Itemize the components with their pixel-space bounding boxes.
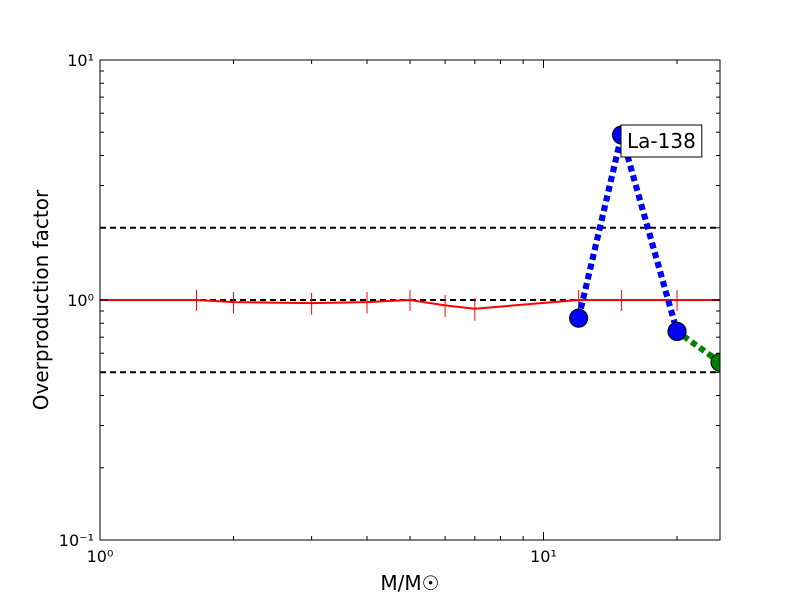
y-axis-label: Overproduction factor [29,189,53,410]
y-tick-label: 10⁻¹ [59,531,94,550]
y-tick-label: 10⁰ [67,291,94,310]
series-line [100,298,720,310]
series-line [575,122,680,333]
x-tick-label: 10¹ [530,547,557,566]
annotation-box [620,124,703,158]
x-axis-label: M/M☉ [380,571,439,595]
point-marker [710,352,720,372]
point-marker [569,308,589,328]
annotation: La-138 [627,129,696,153]
x-tick-label: 10⁰ [87,547,114,566]
point-marker [667,321,687,341]
y-tick-label: 10¹ [67,51,94,70]
